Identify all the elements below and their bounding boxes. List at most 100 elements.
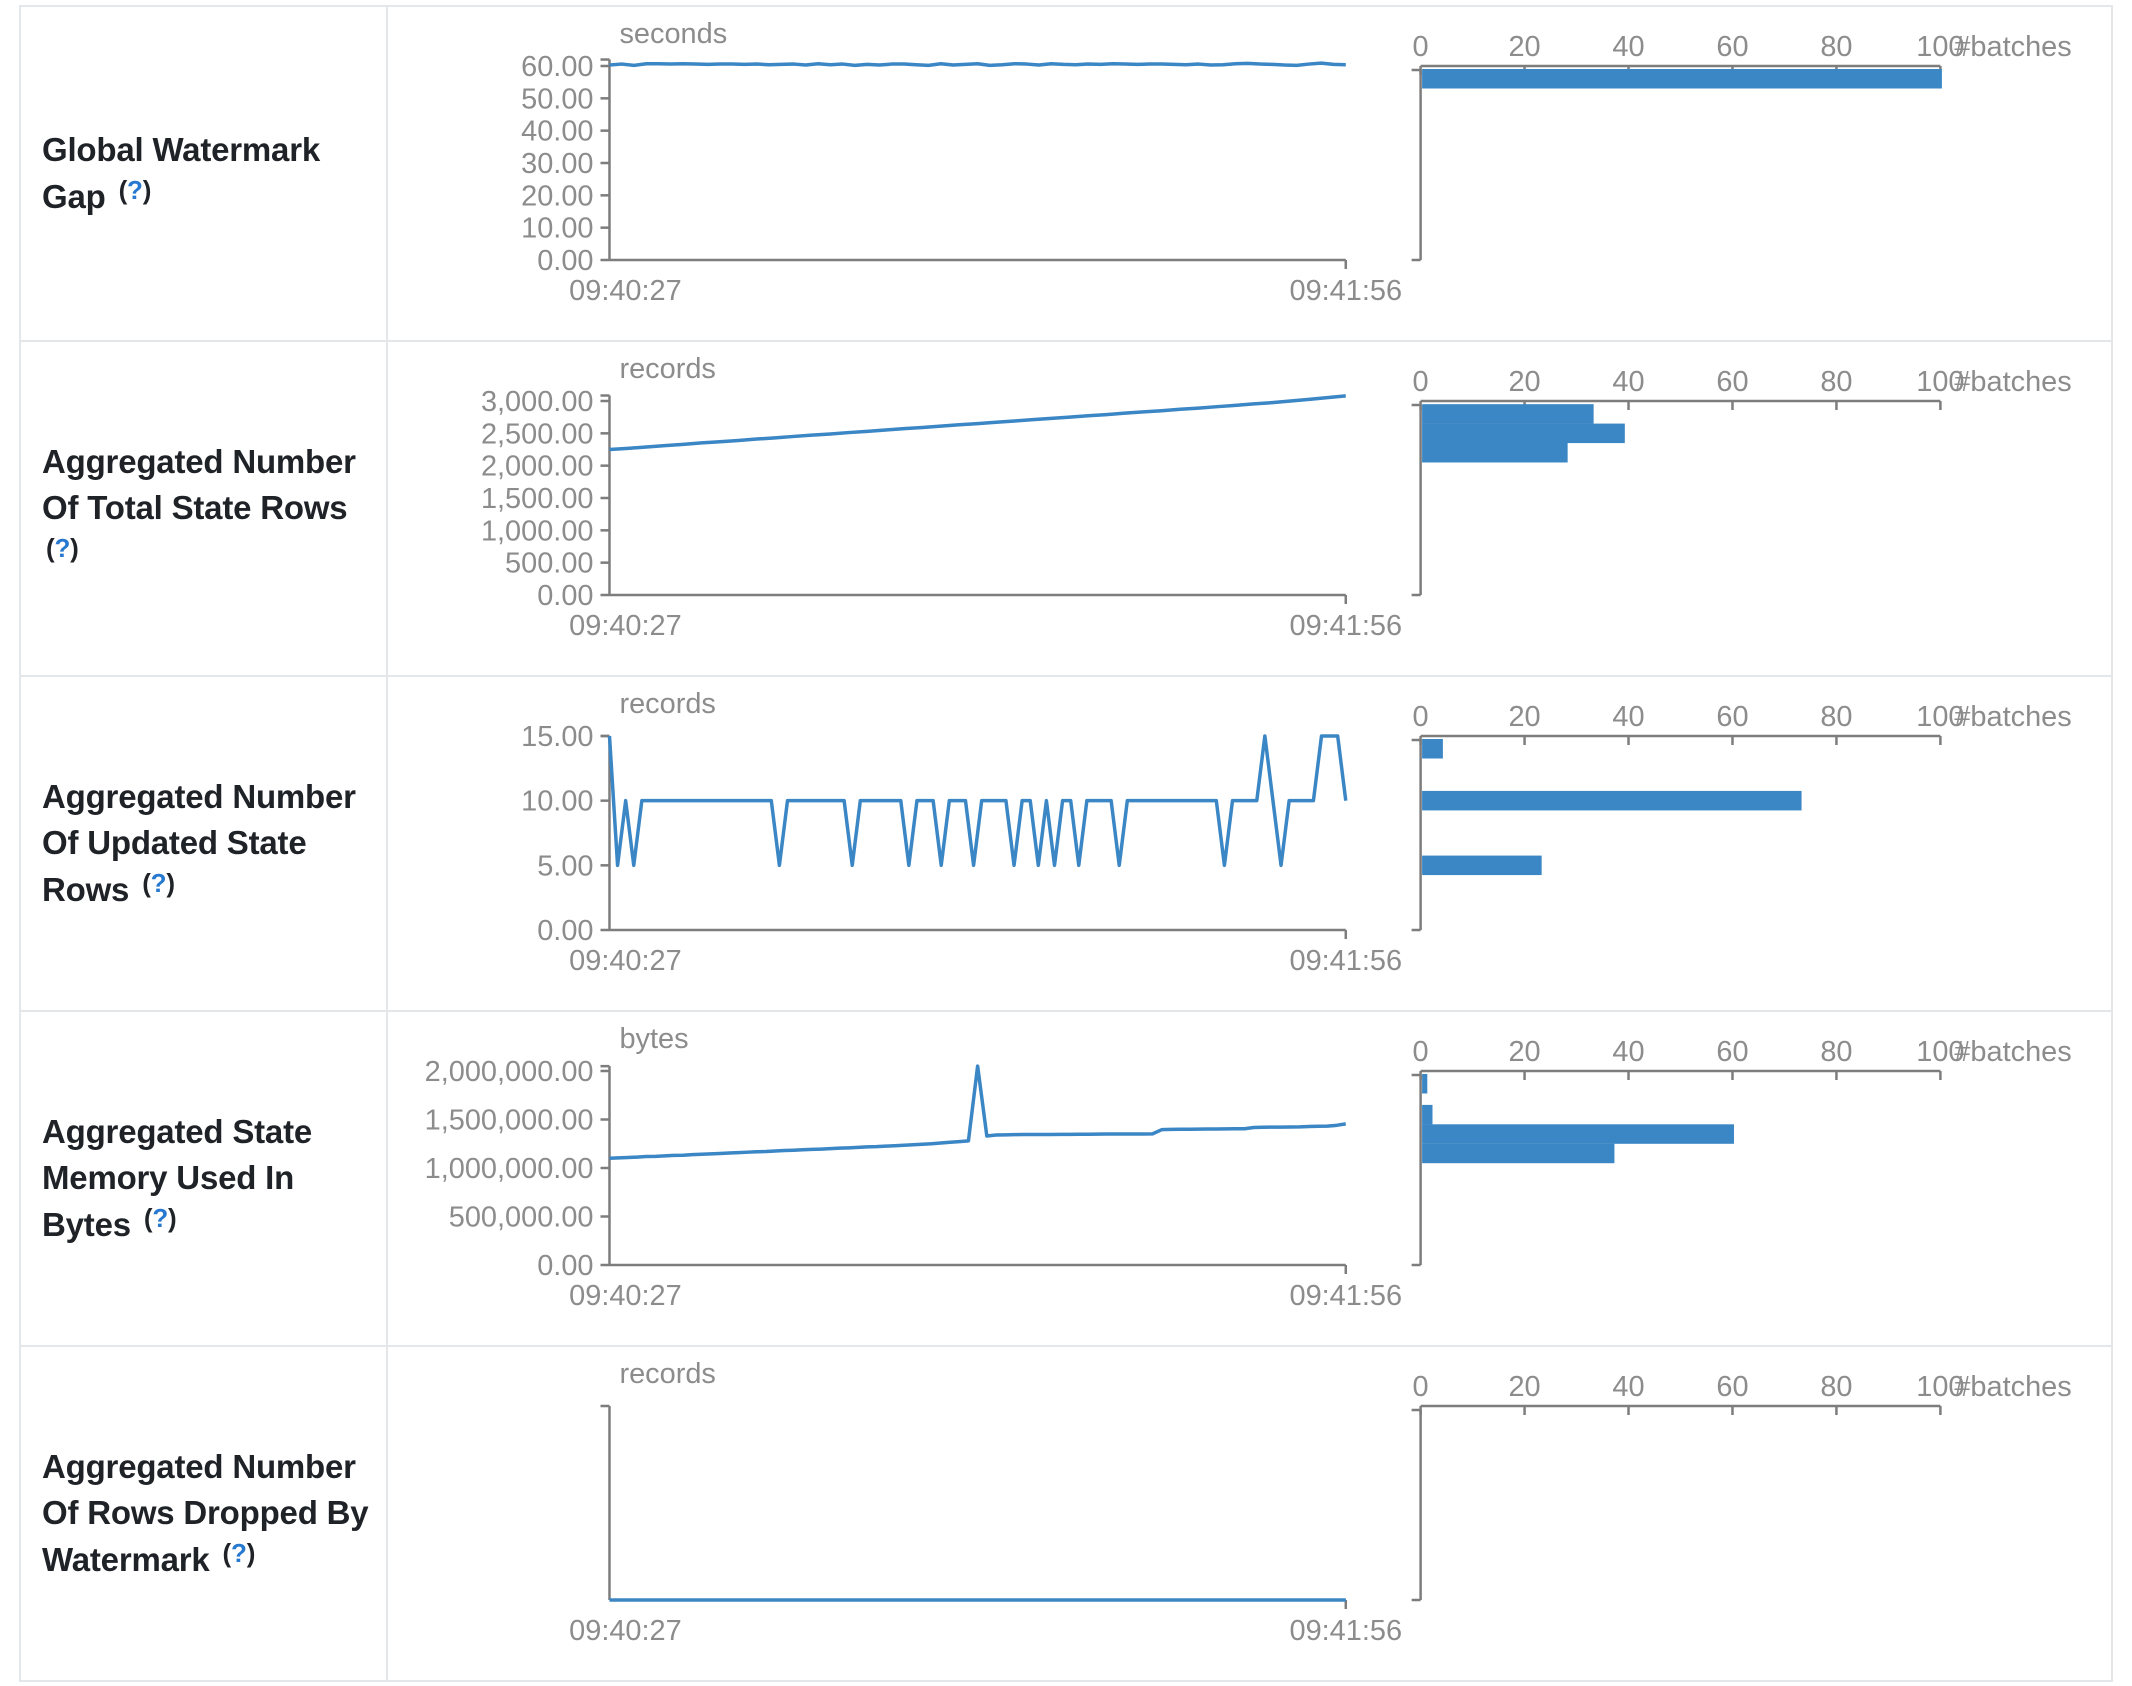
svg-text:records: records xyxy=(619,353,715,385)
metric-charts-cell: bytes 2,000,000.00 1,500,000.00 1,000,000.0… xyxy=(388,1012,2111,1345)
svg-text:60: 60 xyxy=(1716,1371,1748,1403)
timeline-and-histogram-chart: bytes 2,000,000.00 1,500,000.00 1,000,000.0… xyxy=(425,1023,2072,1312)
svg-text:0: 0 xyxy=(1413,366,1429,398)
svg-text:50.00: 50.00 xyxy=(521,83,593,115)
svg-text:60: 60 xyxy=(1716,31,1748,63)
metric-label-cell: Aggregated Number Of Total State Rows (?… xyxy=(21,342,388,675)
svg-text:100: 100 xyxy=(1916,1371,1964,1403)
metric-label-cell: Aggregated State Memory Used In Bytes (?… xyxy=(21,1012,388,1345)
svg-text:40: 40 xyxy=(1612,366,1644,398)
svg-text:2,000,000.00: 2,000,000.00 xyxy=(425,1056,594,1088)
svg-text:80: 80 xyxy=(1820,366,1852,398)
metric-name: Aggregated Number Of Total State Rows xyxy=(42,443,356,527)
svg-text:20: 20 xyxy=(1508,31,1540,63)
svg-text:1,000.00: 1,000.00 xyxy=(481,515,594,547)
metric-charts-cell: records 15.00 10.00 5.00 0.00 09:40:27 09:41:5… xyxy=(388,677,2111,1010)
svg-text:1,500.00: 1,500.00 xyxy=(481,483,594,515)
row-updated-state-rows: Aggregated Number Of Updated State Rows … xyxy=(21,677,2111,1012)
help-question-icon: ? xyxy=(150,867,167,898)
metric-name: Global Watermark Gap xyxy=(42,131,320,215)
metric-label: Aggregated State Memory Used In Bytes (?… xyxy=(42,1109,386,1248)
help-question-icon: ? xyxy=(231,1537,247,1568)
svg-text:0: 0 xyxy=(1413,31,1429,63)
streaming-statistics-table: Global Watermark Gap (?) seconds 60.00 50.… xyxy=(19,5,2113,1682)
metric-label: Global Watermark Gap (?) xyxy=(42,127,386,219)
svg-text:500.00: 500.00 xyxy=(505,548,593,580)
svg-text:09:40:27: 09:40:27 xyxy=(569,275,682,307)
svg-text:09:41:56: 09:41:56 xyxy=(1289,275,1402,307)
svg-text:40.00: 40.00 xyxy=(521,116,593,148)
svg-text:1,000,000.00: 1,000,000.00 xyxy=(425,1153,594,1185)
svg-text:20: 20 xyxy=(1508,701,1540,733)
svg-text:2,000.00: 2,000.00 xyxy=(481,451,594,483)
svg-text:40: 40 xyxy=(1612,1371,1644,1403)
svg-text:seconds: seconds xyxy=(619,18,727,50)
svg-text:60: 60 xyxy=(1716,366,1748,398)
row-rows-dropped-by-watermark: Aggregated Number Of Rows Dropped By Wat… xyxy=(21,1347,2111,1680)
svg-text:09:40:27: 09:40:27 xyxy=(569,610,682,642)
metric-charts-cell: records 09:40:27 09:41:56 0 20 40 60 80 100 #batc… xyxy=(388,1347,2111,1680)
svg-text:40: 40 xyxy=(1612,31,1644,63)
svg-text:100: 100 xyxy=(1916,701,1964,733)
svg-text:60: 60 xyxy=(1716,701,1748,733)
metric-name: Aggregated State Memory Used In Bytes xyxy=(42,1113,313,1243)
svg-text:80: 80 xyxy=(1820,701,1852,733)
svg-text:20: 20 xyxy=(1508,1036,1540,1068)
svg-text:500,000.00: 500,000.00 xyxy=(449,1201,594,1233)
svg-text:#batches: #batches xyxy=(1954,701,2071,733)
svg-text:80: 80 xyxy=(1820,1371,1852,1403)
svg-text:20: 20 xyxy=(1508,1371,1540,1403)
svg-text:15.00: 15.00 xyxy=(521,721,593,753)
svg-text:09:41:56: 09:41:56 xyxy=(1289,945,1402,977)
metric-name: Aggregated Number Of Rows Dropped By Wat… xyxy=(42,1448,369,1578)
svg-text:20.00: 20.00 xyxy=(521,180,593,212)
svg-text:1,500,000.00: 1,500,000.00 xyxy=(425,1104,594,1136)
svg-text:09:41:56: 09:41:56 xyxy=(1289,1280,1402,1312)
help-link[interactable]: (?) xyxy=(46,532,79,563)
help-question-icon: ? xyxy=(127,174,143,205)
svg-text:100: 100 xyxy=(1916,366,1964,398)
svg-text:#batches: #batches xyxy=(1954,366,2071,398)
svg-text:records: records xyxy=(619,1358,715,1390)
svg-text:80: 80 xyxy=(1820,31,1852,63)
svg-text:10.00: 10.00 xyxy=(521,786,593,818)
row-state-memory-used: Aggregated State Memory Used In Bytes (?… xyxy=(21,1012,2111,1347)
svg-text:#batches: #batches xyxy=(1954,1036,2071,1068)
svg-text:0: 0 xyxy=(1413,1371,1429,1403)
svg-text:100: 100 xyxy=(1916,31,1964,63)
help-link[interactable]: (?) xyxy=(118,174,152,205)
help-link[interactable]: (?) xyxy=(143,1202,177,1233)
svg-text:#batches: #batches xyxy=(1954,1371,2071,1403)
timeline-and-histogram-chart: records3,000.002,500.002,000.001,500.001… xyxy=(481,353,2072,642)
metric-label-cell: Aggregated Number Of Rows Dropped By Wat… xyxy=(21,1347,388,1680)
timeline-and-histogram-chart: records 09:40:27 09:41:56 0 20 40 60 80 100#batc… xyxy=(569,1358,2072,1647)
svg-text:0.00: 0.00 xyxy=(537,245,593,277)
metric-label: Aggregated Number Of Total State Rows (?… xyxy=(42,439,386,578)
svg-text:10.00: 10.00 xyxy=(521,213,593,245)
svg-text:09:41:56: 09:41:56 xyxy=(1289,610,1402,642)
svg-text:09:40:27: 09:40:27 xyxy=(569,945,682,977)
metric-label-cell: Global Watermark Gap (?) xyxy=(21,7,388,340)
svg-text:0: 0 xyxy=(1413,701,1429,733)
metric-charts-cell: seconds 60.00 50.00 40.00 30.00 20.00 10.00 0.0… xyxy=(388,7,2111,340)
metric-label-cell: Aggregated Number Of Updated State Rows … xyxy=(21,677,388,1010)
svg-text:09:40:27: 09:40:27 xyxy=(569,1280,682,1312)
help-question-icon: ? xyxy=(152,1202,169,1233)
svg-text:#batches: #batches xyxy=(1954,31,2071,63)
svg-text:0.00: 0.00 xyxy=(537,1250,593,1282)
help-link[interactable]: (?) xyxy=(142,867,175,898)
svg-text:0.00: 0.00 xyxy=(537,580,593,612)
svg-text:bytes: bytes xyxy=(619,1023,688,1055)
svg-text:20: 20 xyxy=(1508,366,1540,398)
svg-text:09:41:56: 09:41:56 xyxy=(1289,1615,1402,1647)
help-link[interactable]: (?) xyxy=(222,1537,256,1568)
svg-text:5.00: 5.00 xyxy=(537,850,593,882)
timeline-and-histogram-chart: seconds 60.0050.0040.0030.0020.0010.000.0… xyxy=(521,18,2072,307)
svg-text:records: records xyxy=(619,688,715,720)
row-global-watermark-gap: Global Watermark Gap (?) seconds 60.00 50.… xyxy=(21,7,2111,342)
svg-text:60.00: 60.00 xyxy=(521,51,593,83)
svg-text:0.00: 0.00 xyxy=(537,915,593,947)
metric-charts-cell: records 3,000.00 2,500.00 2,000.00 1,500.00 1… xyxy=(388,342,2111,675)
svg-text:60: 60 xyxy=(1716,1036,1748,1068)
